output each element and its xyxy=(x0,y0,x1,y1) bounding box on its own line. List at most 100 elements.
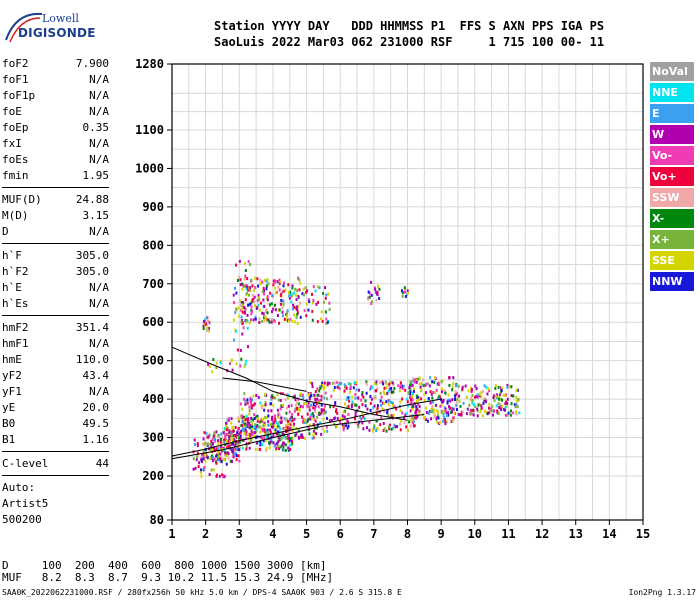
echo-point xyxy=(247,293,250,297)
echo-point xyxy=(242,326,245,330)
echo-point xyxy=(408,386,411,390)
echo-point xyxy=(261,429,264,433)
echo-point xyxy=(495,393,498,397)
echo-point xyxy=(282,289,285,293)
echo-point xyxy=(404,295,407,299)
echo-point xyxy=(314,410,317,414)
echo-point xyxy=(253,295,256,299)
echo-point xyxy=(299,315,302,319)
echo-point xyxy=(281,310,284,314)
echo-point xyxy=(315,432,318,436)
echo-point xyxy=(205,452,208,456)
param-label: hmF2 xyxy=(2,321,29,334)
echo-point xyxy=(409,390,412,394)
echo-point xyxy=(420,381,423,385)
echo-point xyxy=(256,417,259,421)
echo-point xyxy=(401,294,404,298)
param-value: N/A xyxy=(89,137,109,150)
echo-point xyxy=(353,381,356,385)
echo-point xyxy=(452,419,455,423)
echo-point xyxy=(350,405,353,409)
echo-point xyxy=(443,417,446,421)
echo-point xyxy=(314,419,317,423)
echo-point xyxy=(309,381,312,385)
separator xyxy=(2,475,109,476)
echo-point xyxy=(196,442,199,446)
echo-point xyxy=(385,429,388,433)
echo-point xyxy=(510,402,513,406)
param-label: fmin xyxy=(2,169,29,182)
echo-point xyxy=(199,471,202,475)
echo-point xyxy=(346,406,349,410)
echo-point xyxy=(386,409,389,413)
echo-point xyxy=(263,318,266,322)
echo-point xyxy=(443,389,446,393)
echo-point xyxy=(253,430,256,434)
param-row: foEs N/A xyxy=(2,152,109,168)
echo-point xyxy=(320,408,323,412)
echo-point xyxy=(239,431,242,435)
echo-point xyxy=(289,418,292,422)
echo-point xyxy=(254,304,257,308)
echo-point xyxy=(267,420,270,424)
echo-point xyxy=(296,321,299,325)
echo-point xyxy=(230,447,233,451)
echo-point xyxy=(498,393,501,397)
echo-point xyxy=(291,412,294,416)
echo-point xyxy=(269,291,272,295)
echo-point xyxy=(284,288,287,292)
echo-point xyxy=(256,299,259,303)
echo-point xyxy=(501,404,504,408)
echo-point xyxy=(499,408,502,412)
echo-point xyxy=(254,447,257,451)
x-tick-label: 12 xyxy=(535,527,549,541)
echo-point xyxy=(412,377,415,381)
echo-point xyxy=(245,414,248,418)
echo-point xyxy=(264,429,267,433)
echo-point xyxy=(334,401,337,405)
echo-point xyxy=(280,420,283,424)
echo-point xyxy=(432,390,435,394)
echo-point xyxy=(317,300,320,304)
echo-point xyxy=(243,306,246,310)
echo-point xyxy=(228,435,231,439)
echo-point xyxy=(316,285,319,289)
echo-point xyxy=(358,405,361,409)
echo-point xyxy=(497,402,500,406)
echo-point xyxy=(406,291,409,295)
echo-point xyxy=(244,422,247,426)
auto-label: Auto: xyxy=(2,481,36,494)
echo-point xyxy=(411,398,414,402)
echo-point xyxy=(403,290,406,294)
echo-point xyxy=(351,400,354,404)
echo-point xyxy=(317,399,320,403)
echo-point xyxy=(405,425,408,429)
echo-point xyxy=(260,406,263,410)
echo-point xyxy=(343,385,346,389)
echo-point xyxy=(502,393,505,397)
echo-point xyxy=(498,396,501,400)
echo-point xyxy=(240,315,243,319)
echo-point xyxy=(294,287,297,291)
echo-point xyxy=(515,395,518,399)
echo-point xyxy=(354,392,357,396)
echo-point xyxy=(318,411,321,415)
echo-point xyxy=(357,425,360,429)
echo-point xyxy=(255,415,258,419)
echo-point xyxy=(315,302,318,306)
echo-point xyxy=(362,415,365,419)
echo-point xyxy=(246,313,249,317)
echo-point xyxy=(297,294,300,298)
echo-point xyxy=(287,433,290,437)
echo-point xyxy=(470,412,473,416)
echo-point xyxy=(236,434,239,438)
echo-point xyxy=(263,289,266,293)
echo-point xyxy=(408,379,411,383)
profile-trace-line xyxy=(171,398,442,457)
echo-point xyxy=(427,411,430,415)
echo-point xyxy=(276,393,279,397)
echo-point xyxy=(388,423,391,427)
echo-point xyxy=(251,398,254,402)
echo-point xyxy=(204,322,207,326)
echo-point xyxy=(233,338,236,342)
